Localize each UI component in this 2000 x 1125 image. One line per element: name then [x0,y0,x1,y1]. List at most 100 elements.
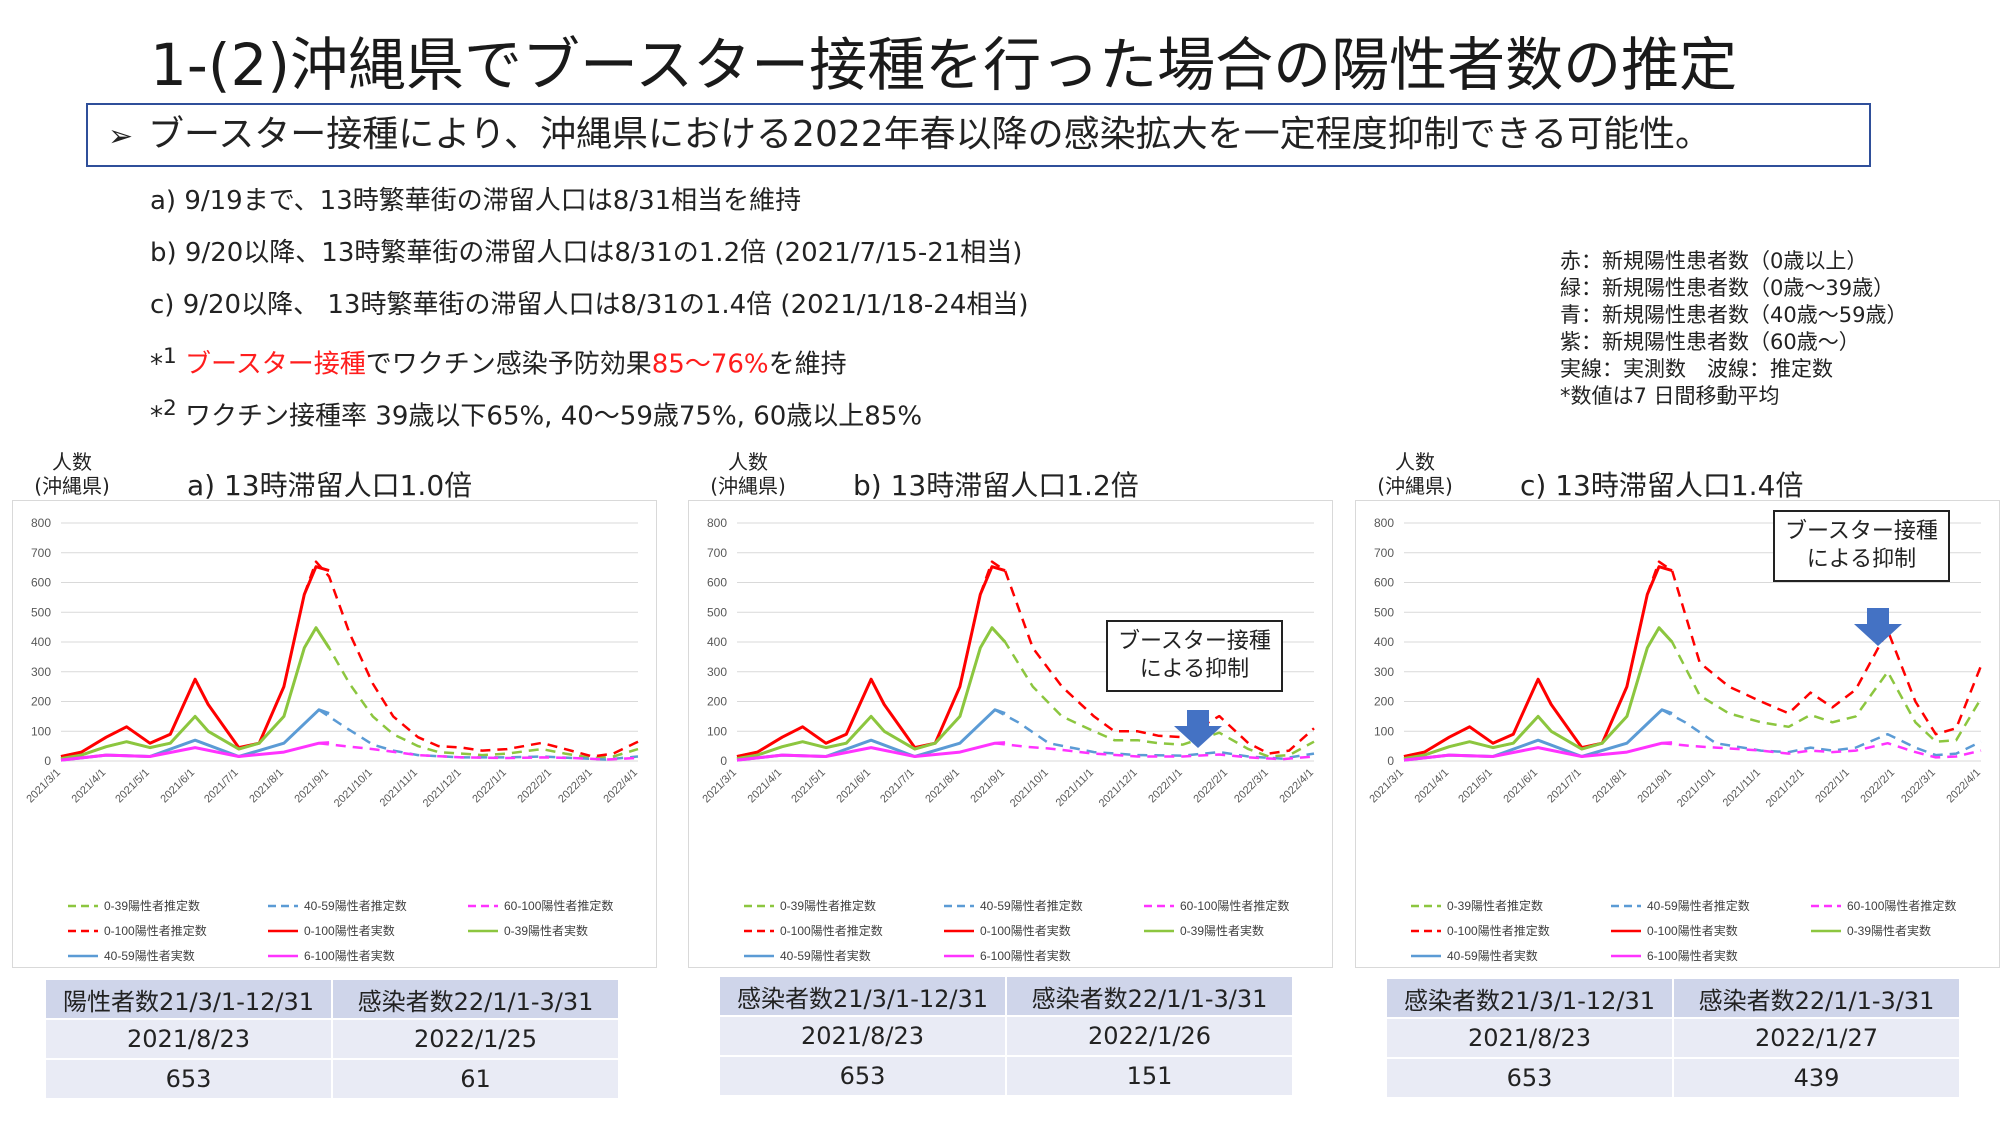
series-line [1661,708,1982,757]
chart-b: 0 100 200 300 400 500 600 700 800 2021/3/1 2021/4/… [688,500,1333,968]
x-tick-label: 2021/10/1 [1675,767,1718,810]
x-tick-label: 2022/3/1 [1899,767,1938,806]
y-tick-label: 100 [707,724,727,738]
series-line [1403,626,1674,761]
y-tick-label: 500 [1374,605,1394,619]
note-2-text: ワクチン接種率 39歳以下65%, 40～59歳75%, 60歳以上85% [185,401,923,432]
x-tick-label: 2021/6/1 [1501,767,1540,806]
y-tick-label: 100 [1374,724,1394,738]
series-line [736,565,1006,758]
note-a: a) 9/19まで、13時繁華街の滞留人口は8/31相当を維持 [150,186,802,216]
x-tick-label: 2022/2/1 [1191,767,1230,806]
legend-label: 0-39陽性者推定数 [780,898,876,913]
table-b-value-1: 653 [718,1055,1007,1097]
note-2: *2 ワクチン接種率 39歳以下65%, 40～59歳75%, 60歳以上85% [150,383,1029,435]
legend-line-style: 実線：実測数 波線：推定数 [1560,357,1833,381]
note-1-red-booster: ブースター接種 [185,349,366,380]
table-c-header-2: 感染者数22/1/1-3/31 [1672,977,1961,1019]
scenario-notes: a) 9/19まで、13時繁華街の滞留人口は8/31相当を維持 b) 9/20以… [150,175,1029,435]
x-tick-label: 2022/4/1 [1277,767,1316,806]
x-tick-label: 2022/1/1 [1813,767,1852,806]
legend-label: 0-100陽性者実数 [304,923,395,938]
chart-title-a: a) 13時滞留人口1.0倍 [187,469,473,502]
note-1-mid: でワクチン感染予防効果 [365,349,652,380]
y-tick-label: 0 [720,754,727,768]
x-tick-label: 2022/4/1 [601,767,640,806]
legend-label: 0-100陽性者推定数 [780,923,883,938]
legend-label: 0-39陽性者実数 [1180,923,1264,938]
legend-red: 赤：新規陽性患者数（0歳以上） [1560,249,1868,273]
table-c-date-2: 2022/1/27 [1672,1017,1961,1059]
x-tick-label: 2021/12/1 [1097,767,1140,810]
legend-purple: 紫：新規陽性患者数（60歳～） [1560,330,1860,354]
y-tick-label: 500 [31,605,51,619]
note-1-red-percent: 85～76% [651,349,769,380]
y-tick-label: 300 [1374,665,1394,679]
y-axis-label: 人数 (沖縄県) [688,450,808,498]
chart-title-b: b) 13時滞留人口1.2倍 [853,469,1139,502]
table-b-header-1: 感染者数21/3/1-12/31 [718,975,1007,1017]
table-c-value-1: 653 [1385,1057,1674,1099]
table-a-date-2: 2022/1/25 [331,1018,620,1060]
y-tick-label: 800 [707,516,727,530]
x-tick-label: 2021/8/1 [923,767,962,806]
y-axis-label-line1: 人数 (沖縄県) [34,450,110,498]
x-tick-label: 2022/1/1 [470,767,509,806]
legend-label: 6-100陽性者実数 [1647,948,1738,963]
x-tick-label: 2021/3/1 [700,767,739,806]
series-line [60,626,639,760]
table-a: 陽性者数21/3/1-12/31 感染者数22/1/1-3/31 2021/8/2… [44,978,620,1100]
legend-label: 6-100陽性者実数 [304,948,395,963]
x-tick-label: 2021/10/1 [332,767,375,810]
series-line [60,741,330,762]
page-title: 1-(2)沖縄県でブースター接種を行った場合の陽性者数の推定 [150,31,1738,99]
legend-label: 0-100陽性者実数 [1647,923,1738,938]
booster-callout-c: ブースター接種 による抑制 [1773,510,1950,582]
chart-c-svg: 0 100 200 300 400 500 600 700 800 2021/3/1 2021/4/… [1367,516,1983,963]
legend-label: 0-100陽性者推定数 [104,923,207,938]
x-tick-label: 2021/3/1 [1367,767,1406,806]
legend-label: 60-100陽性者推定数 [504,898,613,913]
x-tick-label: 2021/4/1 [746,767,785,806]
x-tick-label: 2021/5/1 [1456,767,1495,806]
y-tick-label: 200 [707,695,727,709]
note-1-end: を維持 [768,349,847,380]
x-tick-label: 2021/12/1 [1764,767,1807,810]
x-tick-label: 2021/6/1 [158,767,197,806]
panel-c: 人数 (沖縄県) c) 13時滞留人口1.4倍 0 100 200 300 400 500… [1355,450,2000,1105]
y-tick-label: 400 [707,635,727,649]
y-tick-label: 200 [1374,695,1394,709]
x-tick-label: 2021/4/1 [70,767,109,806]
table-c: 感染者数21/3/1-12/31 感染者数22/1/1-3/31 2021/8/2… [1385,977,1961,1099]
callout-line2: による抑制 [1139,657,1250,682]
x-tick-label: 2021/7/1 [1545,767,1584,806]
y-tick-label: 700 [707,546,727,560]
series-line [1403,626,1983,760]
callout-line1: ブースター接種 [1785,519,1938,544]
table-b-header-2: 感染者数22/1/1-3/31 [1005,975,1294,1017]
series-line [1661,741,1982,759]
legend-blue: 青：新規陽性患者数（40歳～59歳） [1560,303,1908,327]
series-line [318,708,639,761]
x-tick-label: 2021/5/1 [113,767,152,806]
x-tick-label: 2021/10/1 [1008,767,1051,810]
x-tick-label: 2021/8/1 [1590,767,1629,806]
y-axis-label: 人数 (沖縄県) [1355,450,1475,498]
legend-label: 40-59陽性者実数 [1447,948,1538,963]
legend-label: 40-59陽性者推定数 [980,898,1083,913]
series-line [736,626,1007,761]
y-tick-label: 600 [707,576,727,590]
y-tick-label: 400 [1374,635,1394,649]
y-tick-label: 200 [31,695,51,709]
note-1: *1 ブースター接種でワクチン感染予防効果85～76%を維持 [150,331,1029,383]
x-tick-label: 2021/7/1 [202,767,241,806]
series-line [60,560,639,758]
table-b: 感染者数21/3/1-12/31 感染者数22/1/1-3/31 2021/8/2… [718,975,1294,1097]
legend-label: 0-39陽性者実数 [1847,923,1931,938]
x-tick-label: 2022/3/1 [1232,767,1271,806]
legend-label: 0-100陽性者推定数 [1447,923,1550,938]
series-line [1403,565,1673,758]
x-tick-label: 2022/3/1 [556,767,595,806]
y-tick-label: 600 [31,576,51,590]
table-c-value-2: 439 [1672,1057,1961,1099]
